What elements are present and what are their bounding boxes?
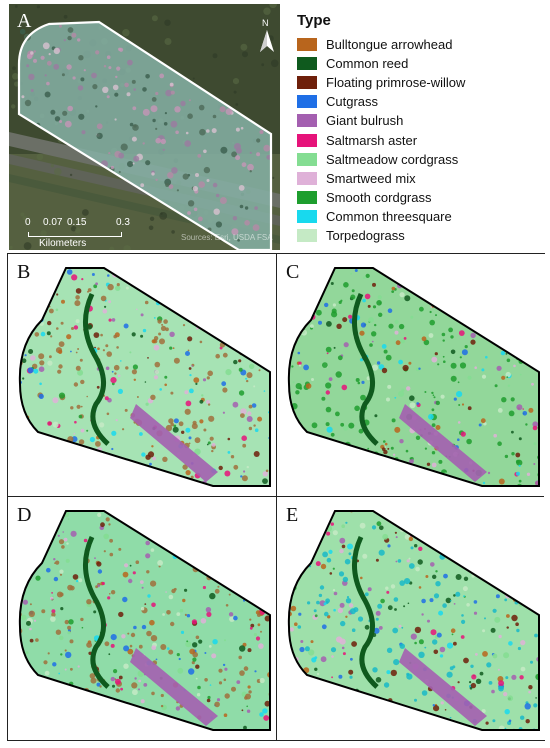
legend-label: Saltmeadow cordgrass	[326, 151, 459, 167]
scale-tick-0: 0	[25, 217, 31, 228]
study-area-outline	[287, 510, 540, 731]
panel-label-c: C	[286, 261, 300, 283]
legend-title: Type	[297, 12, 331, 29]
legend-items: Bulltongue arrowhead Common reed Floating …	[297, 35, 547, 245]
legend-swatch	[297, 95, 317, 109]
legend-item: Common reed	[297, 54, 547, 73]
legend-item: Cutgrass	[297, 92, 547, 111]
legend-label: Smartweed mix	[326, 170, 416, 186]
legend-label: Floating primrose-willow	[326, 75, 466, 91]
legend-label: Cutgrass	[326, 94, 379, 110]
study-area-outline	[17, 20, 273, 250]
panel-e-classification-map: E	[277, 497, 545, 740]
legend-swatch	[297, 57, 317, 71]
legend-label: Torpedograss	[326, 227, 405, 243]
panel-label-b: B	[17, 261, 31, 283]
legend-label: Smooth cordgrass	[326, 189, 432, 205]
legend-swatch	[297, 209, 317, 223]
legend-swatch	[297, 152, 317, 166]
legend-item: Bulltongue arrowhead	[297, 35, 547, 54]
legend-swatch	[297, 38, 317, 52]
legend-item: Floating primrose-willow	[297, 73, 547, 92]
study-area-outline	[18, 267, 271, 487]
study-area-texture	[19, 24, 272, 242]
classification-patches	[288, 268, 539, 486]
classification-patches	[19, 511, 270, 730]
scale-tick-1: 0.07	[43, 217, 63, 228]
north-label: N	[262, 18, 269, 28]
legend-item: Torpedograss	[297, 226, 547, 245]
panel-d-map	[18, 510, 271, 731]
legend-item: Giant bulrush	[297, 111, 547, 130]
legend-swatch	[297, 133, 317, 147]
legend-item: Common threesquare	[297, 207, 547, 226]
legend-swatch	[297, 76, 317, 90]
legend-label: Common reed	[326, 56, 409, 72]
panel-c-classification-map: C	[277, 254, 545, 497]
legend-item: Saltmarsh aster	[297, 130, 547, 149]
panel-divider-vertical	[276, 254, 277, 740]
panel-d-classification-map: D	[8, 497, 276, 740]
legend-label: Bulltongue arrowhead	[326, 37, 453, 53]
scale-units: Kilometers	[39, 238, 87, 249]
legend-swatch	[297, 228, 317, 242]
panel-e-map	[287, 510, 540, 731]
scale-bar: 0 0.07 0.15 0.3 Kilometers	[23, 217, 135, 250]
legend-item: Saltmeadow cordgrass	[297, 150, 547, 169]
study-area-outline	[18, 510, 271, 731]
scale-tick-2: 0.15	[67, 217, 87, 228]
legend-swatch	[297, 114, 317, 128]
north-arrow-icon: N	[258, 18, 276, 56]
panel-label-d: D	[17, 504, 32, 526]
classification-patches	[288, 511, 539, 730]
aerial-image	[9, 4, 280, 250]
legend: Type Bulltongue arrowhead Common reed Floa…	[297, 8, 547, 245]
panel-divider-horizontal	[8, 496, 544, 497]
classification-panel-grid: B C D E	[7, 253, 545, 741]
legend-swatch	[297, 171, 317, 185]
panel-label-e: E	[286, 504, 299, 526]
scale-tick-3: 0.3	[116, 217, 130, 228]
panel-a-aerial-map: A N 0 0.07 0.15 0.3 Kilometers Sources: …	[9, 4, 280, 250]
panel-b-classification-map: B	[8, 254, 276, 497]
classification-patches	[19, 268, 270, 486]
panel-b-map	[18, 267, 271, 487]
scale-bar-line	[28, 232, 122, 237]
map-attribution: Sources: Esri, USDA FSA	[181, 233, 273, 242]
legend-item: Smooth cordgrass	[297, 188, 547, 207]
legend-item: Smartweed mix	[297, 169, 547, 188]
legend-label: Giant bulrush	[326, 113, 404, 129]
panel-label-a: A	[17, 10, 32, 32]
legend-label: Common threesquare	[326, 208, 452, 224]
legend-label: Saltmarsh aster	[326, 132, 418, 148]
study-area-outline	[287, 267, 540, 487]
panel-c-map	[287, 267, 540, 487]
legend-swatch	[297, 190, 317, 204]
